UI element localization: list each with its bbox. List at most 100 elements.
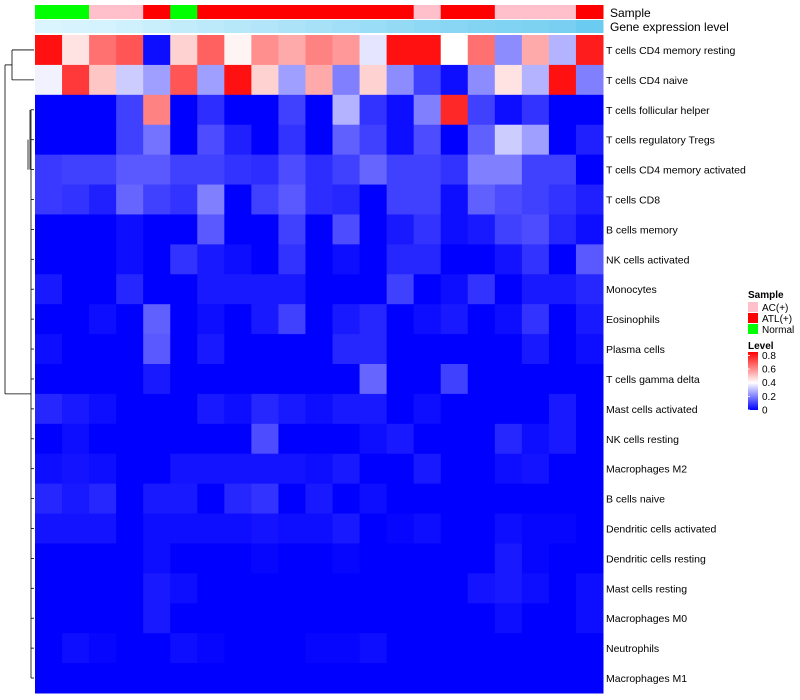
heatmap-cell <box>143 184 171 215</box>
legend-tick-label: 0.2 <box>762 392 776 403</box>
heatmap-cell <box>197 244 225 275</box>
heatmap-cell <box>575 364 604 395</box>
sample-annotation-track <box>35 5 604 19</box>
heatmap-cell <box>359 603 388 634</box>
heatmap-cell <box>251 573 279 604</box>
sample-cell <box>305 5 334 19</box>
legend-level-ticks: 0.8 0.6 0.4 0.2 0 <box>748 351 776 417</box>
row-dendrogram <box>4 49 34 679</box>
heatmap-cell <box>251 633 279 664</box>
heatmap-cell <box>386 603 415 634</box>
heatmap-cell <box>494 154 523 186</box>
expression-cell <box>224 20 252 33</box>
heatmap-cell <box>62 603 90 634</box>
heatmap-cell <box>278 64 306 96</box>
heatmap-cell <box>143 334 171 365</box>
heatmap-cell <box>89 513 117 544</box>
heatmap-cell <box>467 214 496 245</box>
heatmap-cell <box>386 423 415 455</box>
row-label: Dendritic cells resting <box>606 553 706 565</box>
heatmap-cell <box>440 364 469 395</box>
heatmap-cell <box>521 543 550 574</box>
heatmap-cell <box>494 35 523 66</box>
legend-sample-swatch <box>748 324 758 334</box>
heatmap-cell <box>305 483 334 515</box>
heatmap-cell <box>62 304 90 335</box>
heatmap-cell <box>143 393 171 425</box>
heatmap-cell <box>170 663 198 694</box>
heatmap-cell <box>305 184 334 215</box>
sample-cell <box>89 5 117 19</box>
heatmap-cell <box>332 334 361 365</box>
heatmap-cell <box>197 334 225 365</box>
heatmap-cell <box>359 423 388 455</box>
heatmap-cell <box>35 364 63 395</box>
heatmap-cell <box>359 184 388 215</box>
heatmap-cell <box>548 94 577 126</box>
heatmap-cell <box>89 364 117 395</box>
heatmap-cell <box>143 304 171 335</box>
heatmap-cell <box>494 214 523 245</box>
heatmap-cell <box>62 35 90 66</box>
heatmap-cell <box>35 393 63 425</box>
heatmap-cell <box>305 603 334 634</box>
heatmap-cell <box>467 633 496 664</box>
heatmap-cell <box>494 453 523 485</box>
heatmap-cell <box>251 603 279 634</box>
heatmap-cell <box>197 94 225 126</box>
heatmap-cell <box>197 274 225 305</box>
heatmap-cell <box>440 244 469 275</box>
heatmap-cell <box>521 334 550 365</box>
heatmap-cell <box>305 64 334 96</box>
legend-tick-label: 0.8 <box>762 351 776 362</box>
heatmap-cell <box>89 214 117 245</box>
heatmap-cell <box>413 94 442 126</box>
heatmap-cell <box>197 184 225 215</box>
row-label: Mast cells activated <box>606 404 698 416</box>
heatmap-cell <box>197 603 225 634</box>
heatmap-cell <box>575 603 604 634</box>
heatmap-cell <box>224 603 252 634</box>
heatmap-cell <box>440 393 469 425</box>
heatmap-cell <box>170 94 198 126</box>
heatmap-cell <box>62 94 90 126</box>
heatmap-cell <box>224 304 252 335</box>
heatmap-cell <box>521 214 550 245</box>
heatmap-cell <box>467 64 496 96</box>
heatmap-cell <box>332 304 361 335</box>
heatmap-cell <box>224 364 252 395</box>
heatmap-cell <box>467 35 496 66</box>
heatmap-cell <box>494 304 523 335</box>
heatmap-cell <box>386 154 415 186</box>
heatmap-cell <box>170 244 198 275</box>
heatmap-cell <box>143 244 171 275</box>
heatmap-cell <box>575 423 604 455</box>
heatmap-cell <box>224 64 252 96</box>
heatmap-cell <box>116 364 144 395</box>
heatmap-cell <box>35 184 63 215</box>
heatmap-cell <box>89 274 117 305</box>
heatmap-cell <box>143 35 171 66</box>
heatmap-cell <box>89 543 117 574</box>
heatmap-cell <box>440 35 469 66</box>
heatmap-cell <box>278 184 306 215</box>
heatmap-cell <box>62 513 90 544</box>
heatmap-cell <box>359 453 388 485</box>
heatmap-cell <box>116 453 144 485</box>
heatmap-cell <box>170 483 198 515</box>
legend-sample-label: AC(+) <box>762 303 788 314</box>
heatmap-cell <box>548 154 577 186</box>
heatmap-cell <box>35 663 63 694</box>
heatmap-cell <box>521 573 550 604</box>
heatmap-cell <box>467 543 496 574</box>
heatmap-cell <box>521 633 550 664</box>
heatmap-cell <box>278 393 306 425</box>
row-label: Eosinophils <box>606 314 660 326</box>
heatmap-cell <box>359 543 388 574</box>
heatmap-cell <box>332 453 361 485</box>
heatmap-cell <box>467 603 496 634</box>
heatmap-cell <box>386 94 415 126</box>
heatmap-cell <box>143 483 171 515</box>
heatmap-cell <box>89 124 117 156</box>
heatmap-cell <box>143 94 171 126</box>
